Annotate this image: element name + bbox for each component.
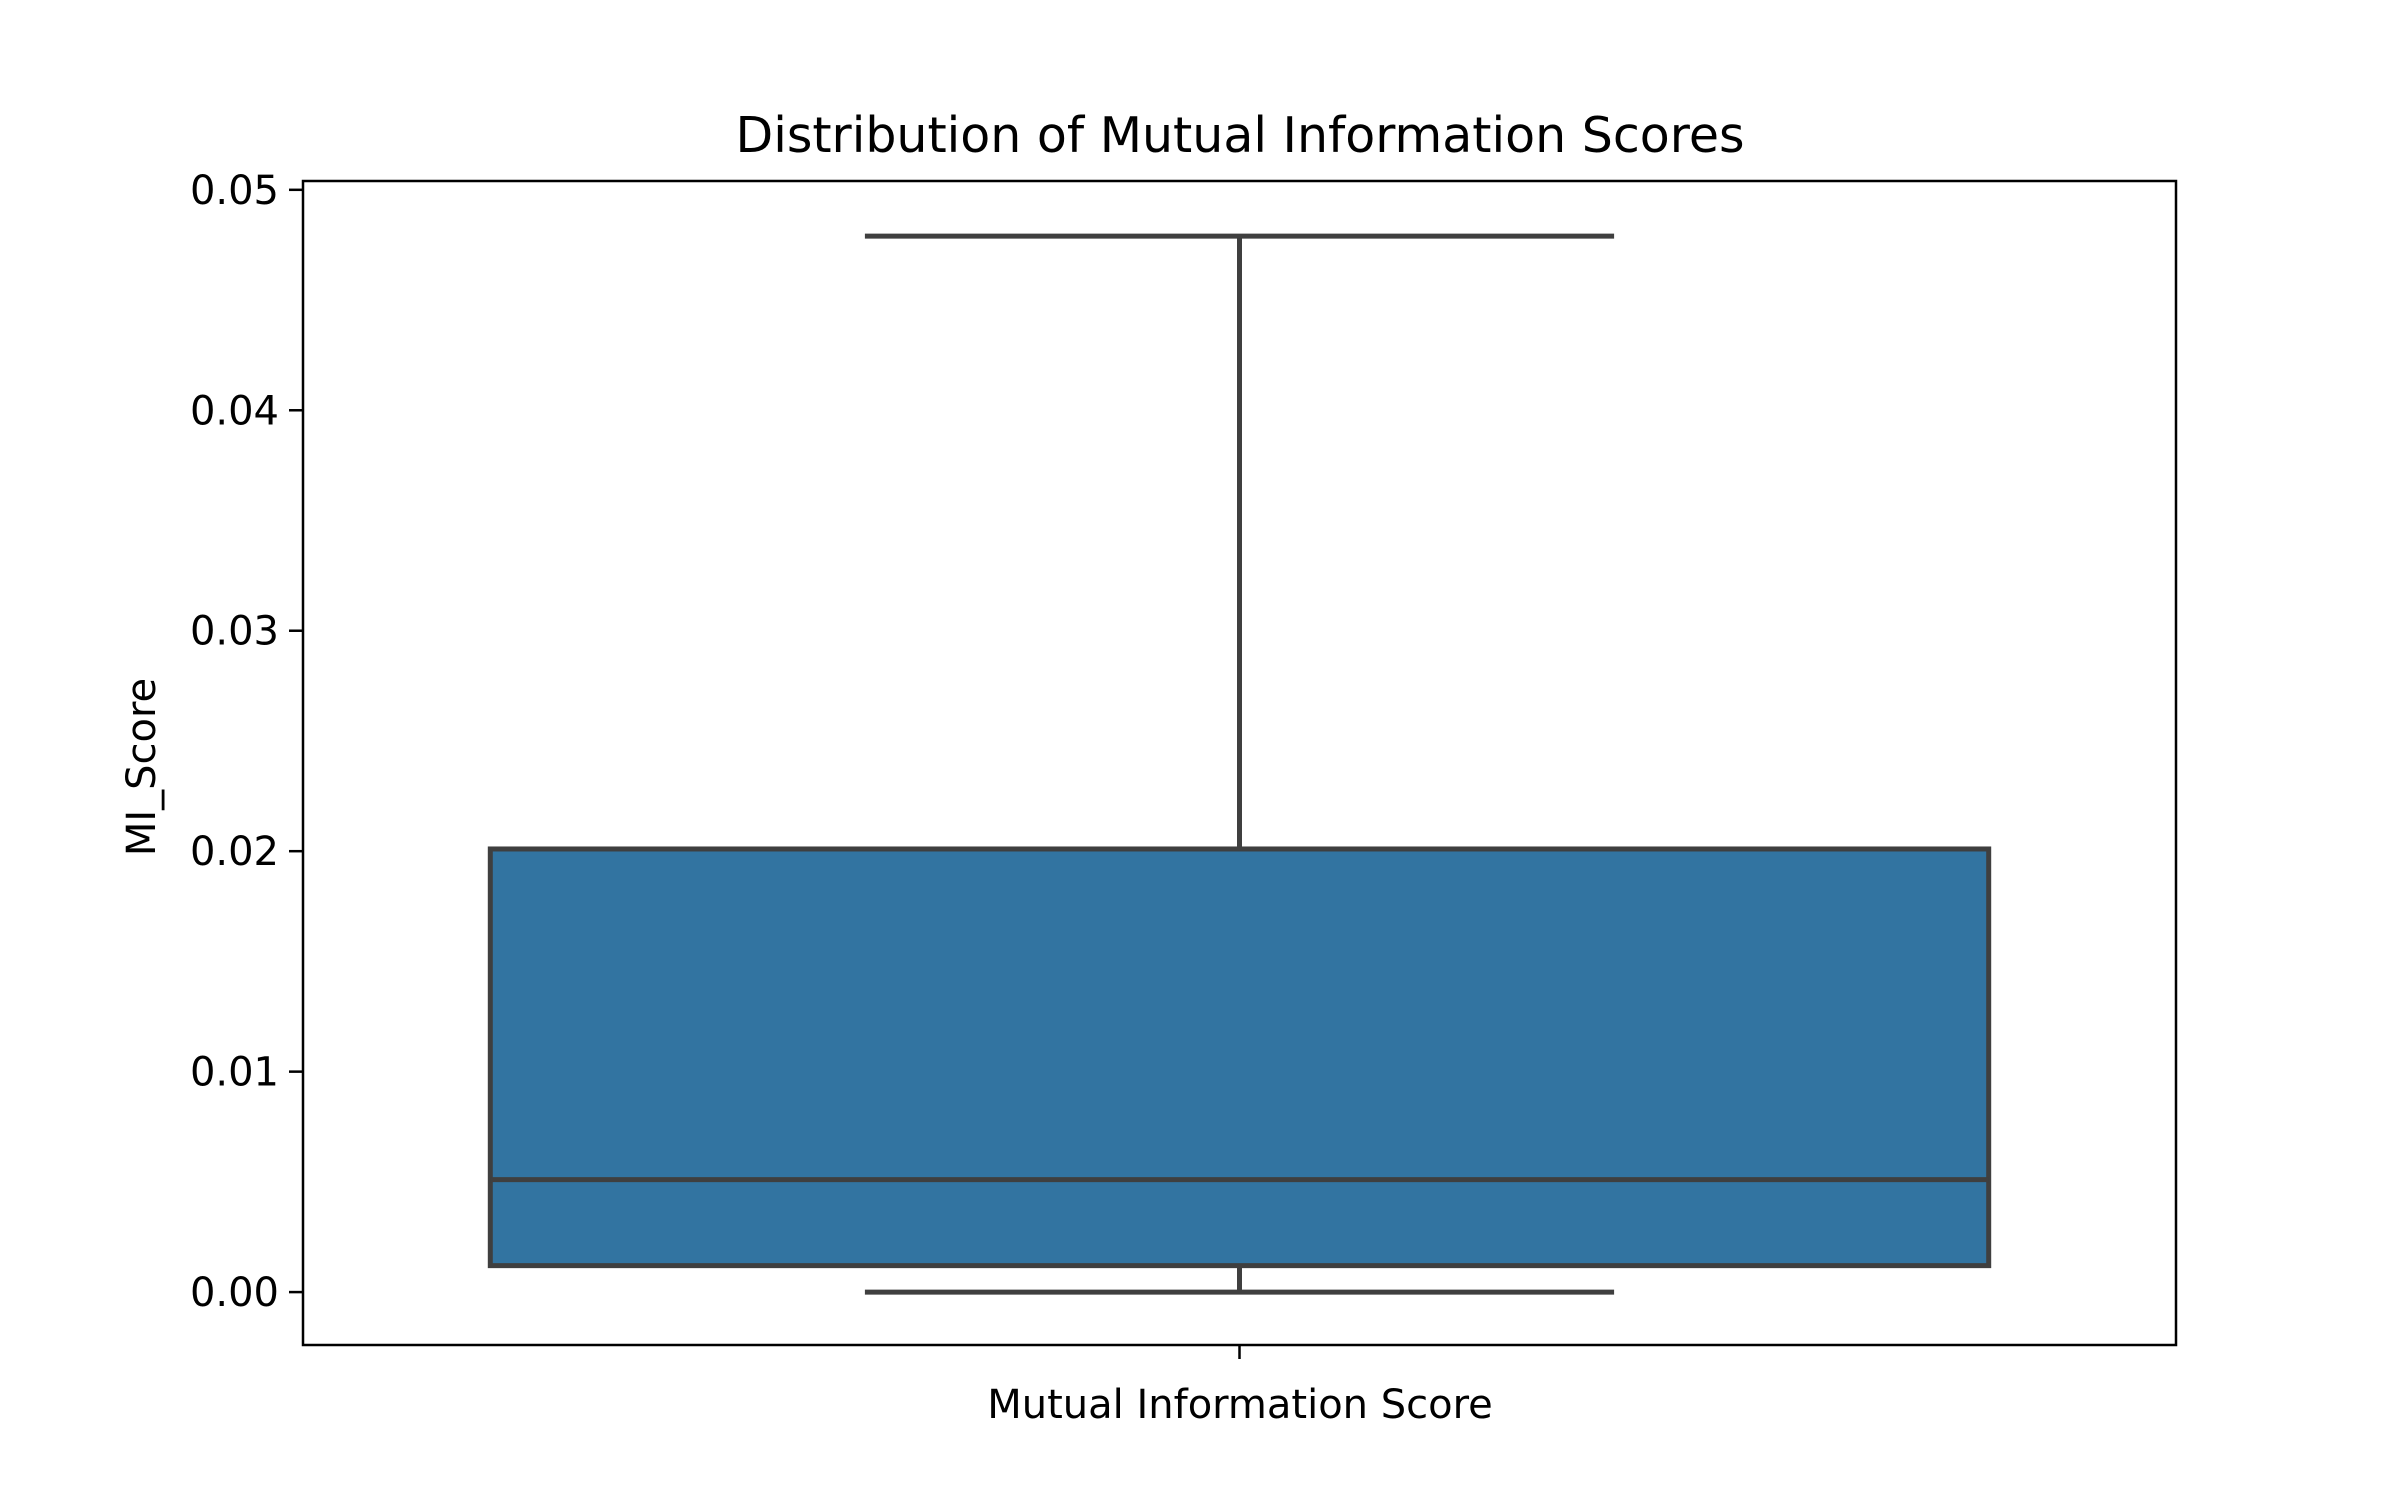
x-axis-label: Mutual Information Score — [987, 1382, 1493, 1428]
chart-title: Distribution of Mutual Information Score… — [735, 107, 1744, 164]
y-tick-label: 0.05 — [190, 168, 279, 214]
y-tick-label: 0.00 — [190, 1270, 279, 1316]
y-axis-label: MI_Score — [119, 678, 165, 856]
axes-frame — [301, 179, 2178, 1347]
y-tick-label: 0.02 — [190, 829, 279, 875]
y-axis: 0.00 0.01 0.02 0.03 0.04 0.05 — [190, 168, 303, 1316]
plot-area — [487, 233, 1992, 1295]
box-iqr — [487, 846, 1992, 1269]
y-tick-label: 0.01 — [190, 1050, 279, 1096]
y-tick-label: 0.03 — [190, 609, 279, 655]
y-tick-label: 0.04 — [190, 388, 279, 434]
box-group — [487, 233, 1992, 1295]
